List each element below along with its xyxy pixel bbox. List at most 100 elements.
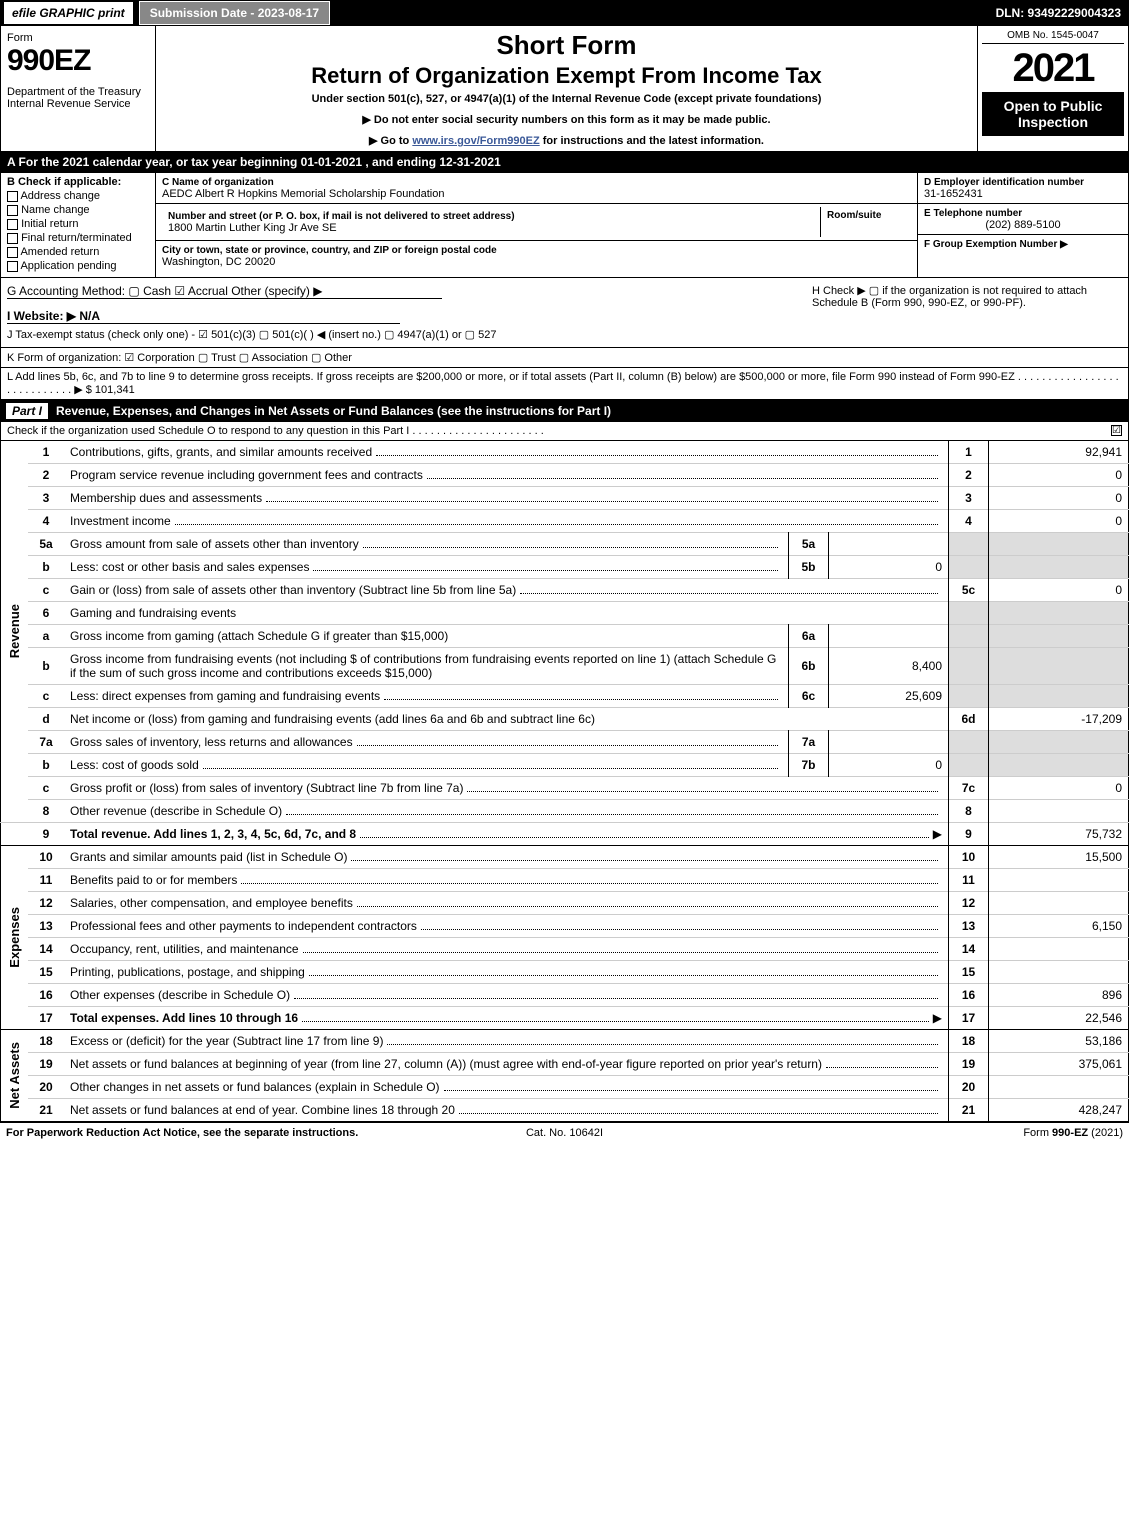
org-name-row: C Name of organization AEDC Albert R Hop… (156, 173, 917, 204)
tax-year: 2021 (982, 48, 1124, 88)
under-section: Under section 501(c), 527, or 4947(a)(1)… (164, 93, 969, 105)
line-5b: b Less: cost or other basis and sales ex… (1, 556, 1129, 579)
check-amended-return[interactable]: Amended return (7, 246, 149, 258)
line-1: Revenue 1 Contributions, gifts, grants, … (1, 441, 1129, 464)
irs-link[interactable]: www.irs.gov/Form990EZ (412, 135, 539, 147)
arrow2-pre: ▶ Go to (369, 135, 412, 147)
page-footer: For Paperwork Reduction Act Notice, see … (0, 1122, 1129, 1143)
return-title: Return of Organization Exempt From Incom… (164, 63, 969, 89)
net-assets-label: Net Assets (7, 1042, 22, 1109)
line-21: 21 Net assets or fund balances at end of… (1, 1099, 1129, 1122)
form-label: Form (7, 32, 33, 44)
b-label: B Check if applicable: (7, 176, 149, 188)
line-10: Expenses 10 Grants and similar amounts p… (1, 846, 1129, 869)
arrow2-post: for instructions and the latest informat… (540, 135, 764, 147)
part-1-sub-text: Check if the organization used Schedule … (7, 425, 1111, 437)
row-l-gross-receipts: L Add lines 5b, 6c, and 7b to line 9 to … (0, 368, 1129, 400)
line-9: 9 Total revenue. Add lines 1, 2, 3, 4, 5… (1, 823, 1129, 846)
org-name: AEDC Albert R Hopkins Memorial Scholarsh… (162, 188, 444, 200)
city-state-zip: Washington, DC 20020 (162, 256, 275, 268)
row-a-tax-year: A For the 2021 calendar year, or tax yea… (0, 152, 1129, 173)
footer-right: Form 990-EZ (2021) (751, 1127, 1123, 1139)
line-17: 17 Total expenses. Add lines 10 through … (1, 1007, 1129, 1030)
check-address-change[interactable]: Address change (7, 190, 149, 202)
line-3: 3 Membership dues and assessments 3 0 (1, 487, 1129, 510)
top-bar: efile GRAPHIC print Submission Date - 20… (0, 0, 1129, 26)
line-13: 13 Professional fees and other payments … (1, 915, 1129, 938)
part-1-title: Revenue, Expenses, and Changes in Net As… (56, 404, 611, 418)
header-right: OMB No. 1545-0047 2021 Open to Public In… (978, 26, 1128, 151)
part-1-header: Part I Revenue, Expenses, and Changes in… (0, 400, 1129, 422)
short-form: Short Form (164, 30, 969, 61)
line-5a: 5a Gross amount from sale of assets othe… (1, 533, 1129, 556)
line-19: 19 Net assets or fund balances at beginn… (1, 1053, 1129, 1076)
street-label: Number and street (or P. O. box, if mail… (168, 211, 515, 222)
revenue-label: Revenue (7, 604, 22, 658)
ein-value: 31-1652431 (924, 188, 983, 200)
street-address: 1800 Martin Luther King Jr Ave SE (168, 222, 337, 234)
footer-left: For Paperwork Reduction Act Notice, see … (6, 1127, 378, 1139)
dln-label: DLN: 93492229004323 (996, 6, 1129, 20)
line-7c: c Gross profit or (loss) from sales of i… (1, 777, 1129, 800)
submission-date: Submission Date - 2023-08-17 (139, 1, 330, 25)
line-2: 2 Program service revenue including gove… (1, 464, 1129, 487)
form-header: Form 990EZ Department of the Treasury In… (0, 26, 1129, 152)
header-left: Form 990EZ Department of the Treasury In… (1, 26, 156, 151)
check-application-pending[interactable]: Application pending (7, 260, 149, 272)
col-b-checkboxes: B Check if applicable: Address change Na… (1, 173, 156, 277)
line-7b: b Less: cost of goods sold 7b 0 (1, 754, 1129, 777)
arrow-2: ▶ Go to www.irs.gov/Form990EZ for instru… (164, 134, 969, 147)
phone-value: (202) 889-5100 (924, 219, 1122, 231)
expenses-label: Expenses (7, 907, 22, 968)
street-row: Number and street (or P. O. box, if mail… (156, 204, 917, 241)
arrow-1: ▶ Do not enter social security numbers o… (164, 113, 969, 126)
row-k-form-org: K Form of organization: ☑ Corporation ▢ … (0, 348, 1129, 368)
room-label: Room/suite (827, 210, 881, 221)
phone-label: E Telephone number (924, 208, 1022, 219)
part-1-table: Revenue 1 Contributions, gifts, grants, … (0, 441, 1129, 1122)
website-row: I Website: ▶ N/A (7, 309, 400, 324)
header-mid: Short Form Return of Organization Exempt… (156, 26, 978, 151)
dept-label: Department of the Treasury Internal Reve… (7, 86, 149, 110)
line-4: 4 Investment income 4 0 (1, 510, 1129, 533)
line-15: 15 Printing, publications, postage, and … (1, 961, 1129, 984)
ein-row: D Employer identification number 31-1652… (918, 173, 1128, 204)
accounting-method: G Accounting Method: ▢ Cash ☑ Accrual Ot… (7, 284, 442, 299)
line-11: 11 Benefits paid to or for members 11 (1, 869, 1129, 892)
line-6b: b Gross income from fundraising events (… (1, 648, 1129, 685)
line-18: Net Assets 18 Excess or (deficit) for th… (1, 1030, 1129, 1053)
line-6: 6 Gaming and fundraising events (1, 602, 1129, 625)
footer-mid: Cat. No. 10642I (378, 1127, 750, 1139)
phone-row: E Telephone number (202) 889-5100 (918, 204, 1128, 235)
line-6c: c Less: direct expenses from gaming and … (1, 685, 1129, 708)
line-7a: 7a Gross sales of inventory, less return… (1, 731, 1129, 754)
row-g-h: G Accounting Method: ▢ Cash ☑ Accrual Ot… (0, 278, 1129, 348)
efile-label[interactable]: efile GRAPHIC print (4, 2, 133, 24)
col-c-org-info: C Name of organization AEDC Albert R Hop… (156, 173, 918, 277)
line-6a: a Gross income from gaming (attach Sched… (1, 625, 1129, 648)
part-1-tag: Part I (6, 403, 48, 419)
city-label: City or town, state or province, country… (162, 245, 497, 256)
city-row: City or town, state or province, country… (156, 241, 917, 271)
tax-exempt-status: J Tax-exempt status (check only one) - ☑… (7, 328, 812, 341)
group-exemption-row: F Group Exemption Number ▶ (918, 235, 1128, 253)
form-number: 990EZ (7, 44, 90, 77)
line-12: 12 Salaries, other compensation, and emp… (1, 892, 1129, 915)
line-8: 8 Other revenue (describe in Schedule O)… (1, 800, 1129, 823)
org-name-label: C Name of organization (162, 177, 274, 188)
open-to-public: Open to Public Inspection (982, 92, 1124, 136)
col-de: D Employer identification number 31-1652… (918, 173, 1128, 277)
check-name-change[interactable]: Name change (7, 204, 149, 216)
check-initial-return[interactable]: Initial return (7, 218, 149, 230)
section-bcd: B Check if applicable: Address change Na… (0, 173, 1129, 278)
line-5c: c Gain or (loss) from sale of assets oth… (1, 579, 1129, 602)
ein-label: D Employer identification number (924, 177, 1084, 188)
line-6d: d Net income or (loss) from gaming and f… (1, 708, 1129, 731)
line-20: 20 Other changes in net assets or fund b… (1, 1076, 1129, 1099)
line-14: 14 Occupancy, rent, utilities, and maint… (1, 938, 1129, 961)
omb-number: OMB No. 1545-0047 (982, 30, 1124, 44)
check-final-return[interactable]: Final return/terminated (7, 232, 149, 244)
line-16: 16 Other expenses (describe in Schedule … (1, 984, 1129, 1007)
part-1-checkbox[interactable]: ☑ (1111, 425, 1122, 436)
part-1-sub: Check if the organization used Schedule … (0, 422, 1129, 441)
